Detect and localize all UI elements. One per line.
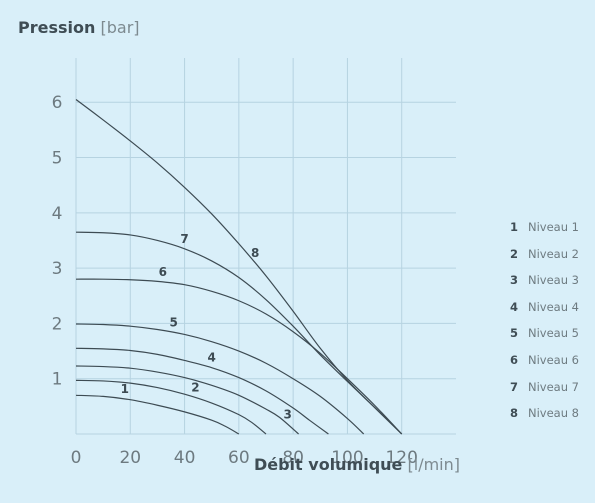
legend-number: 2: [510, 246, 519, 261]
legend-label: Niveau 4: [528, 299, 579, 314]
legend-item: 6 Niveau 6: [510, 351, 579, 378]
legend-item: 2 Niveau 2: [510, 245, 579, 272]
legend-number: 6: [510, 352, 519, 367]
legend-item: 5 Niveau 5: [510, 324, 579, 351]
series-inline-label: 7: [180, 232, 188, 246]
y-tick-label: 3: [52, 259, 63, 279]
x-tick-label: 100: [331, 448, 363, 468]
y-tick-label: 6: [52, 93, 63, 113]
y-tick-label: 4: [52, 204, 63, 224]
y-tick-label: 5: [52, 149, 63, 169]
series-line: [75, 394, 240, 435]
x-tick-label: 0: [71, 448, 82, 468]
x-tick-label: 80: [282, 448, 304, 468]
series-inline-label: 2: [191, 381, 199, 395]
series-inline-label: 5: [170, 315, 178, 329]
series-line: [75, 365, 299, 435]
series-inline-label: 4: [208, 351, 216, 365]
x-tick-label: 20: [119, 448, 141, 468]
legend-label: Niveau 6: [528, 352, 579, 367]
legend-number: 1: [510, 220, 519, 234]
x-tick-label: 60: [228, 448, 250, 468]
legend-item: 1 Niveau 1: [510, 218, 579, 245]
legend-item: 8 Niveau 8: [510, 404, 579, 431]
legend-label: Niveau 3: [528, 273, 579, 288]
x-axis-label-name: Débit volumique: [253, 455, 403, 474]
series-inline-label: 3: [284, 408, 292, 422]
series-line: [75, 278, 403, 435]
legend-number: 4: [510, 299, 519, 314]
x-axis-label-unit: [l/min]: [407, 455, 461, 474]
legend-label: Niveau 8: [528, 406, 579, 421]
series-line: [75, 98, 403, 435]
legend-number: 8: [510, 406, 519, 421]
x-axis-label: Débit volumique [l/min]: [254, 455, 460, 474]
y-tick-label: 2: [52, 314, 63, 334]
legend-item: 3 Niveau 3: [510, 271, 579, 298]
legend-label: Niveau 2: [528, 246, 579, 261]
legend-number: 5: [510, 326, 519, 341]
x-tick-label: 120: [385, 448, 417, 468]
series-line: [75, 231, 403, 435]
legend-label: Niveau 5: [528, 326, 579, 341]
series-line: [75, 379, 267, 435]
legend-number: 3: [510, 273, 519, 288]
y-axis-label: Pression [bar]: [18, 18, 140, 37]
series-inline-label: 6: [159, 265, 167, 279]
y-axis-label-unit: [bar]: [100, 18, 140, 37]
x-tick-label: 40: [174, 448, 196, 468]
y-axis-label-name: Pression: [18, 18, 96, 37]
legend-label: Niveau 7: [528, 379, 579, 394]
legend: 1 Niveau 1 2 Niveau 2 3 Niveau 3 4 Niveau 4 …: [510, 218, 579, 431]
y-tick-label: 1: [52, 370, 63, 390]
series-inline-label: 1: [121, 382, 129, 396]
legend-item: 7 Niveau 7: [510, 378, 579, 405]
legend-label: Niveau 1: [528, 220, 579, 234]
series-inline-label: 8: [251, 246, 259, 260]
legend-number: 7: [510, 379, 519, 394]
series-line: [75, 323, 365, 435]
series-line: [75, 347, 329, 435]
legend-item: 4 Niveau 4: [510, 298, 579, 325]
